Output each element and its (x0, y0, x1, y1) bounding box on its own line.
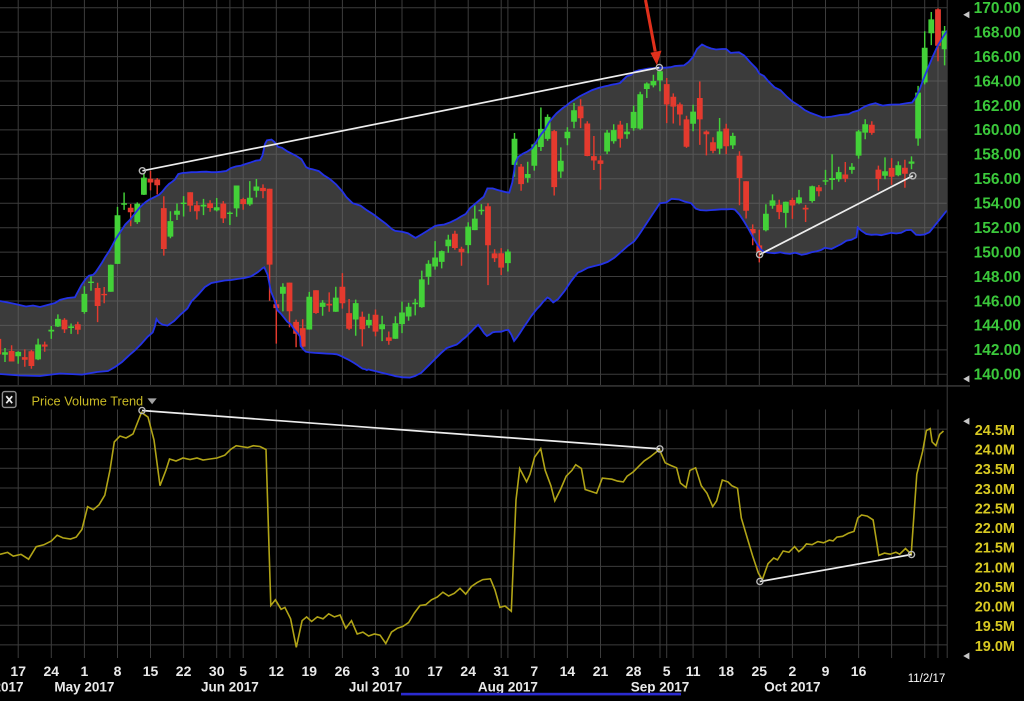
svg-text:Sep 2017: Sep 2017 (631, 680, 690, 695)
svg-text:9: 9 (822, 663, 830, 679)
svg-text:7: 7 (530, 663, 538, 679)
svg-text:162.00: 162.00 (974, 98, 1021, 115)
svg-text:23.5M: 23.5M (975, 462, 1015, 478)
svg-text:Jul 2017: Jul 2017 (349, 680, 402, 695)
svg-text:11/2/17: 11/2/17 (908, 673, 946, 685)
svg-text:156.00: 156.00 (974, 171, 1021, 188)
svg-text:28: 28 (626, 663, 642, 679)
svg-text:26: 26 (335, 663, 351, 679)
svg-text:May 2017: May 2017 (54, 680, 114, 695)
svg-text:17: 17 (10, 663, 26, 679)
svg-text:23.0M: 23.0M (975, 482, 1015, 498)
svg-text:160.00: 160.00 (974, 122, 1021, 139)
svg-text:Jun 2017: Jun 2017 (201, 680, 259, 695)
svg-text:20.0M: 20.0M (975, 600, 1015, 616)
svg-text:168.00: 168.00 (974, 24, 1021, 41)
svg-text:144.00: 144.00 (974, 318, 1021, 335)
svg-text:19.0M: 19.0M (975, 639, 1015, 655)
svg-text:21: 21 (593, 663, 609, 679)
svg-text:5: 5 (663, 663, 671, 679)
svg-text:22: 22 (176, 663, 192, 679)
svg-text:11: 11 (686, 663, 701, 679)
svg-text:12: 12 (269, 663, 285, 679)
svg-text:20.5M: 20.5M (975, 580, 1015, 596)
svg-text:Oct 2017: Oct 2017 (764, 680, 820, 695)
svg-text:164.00: 164.00 (974, 73, 1021, 90)
svg-text:158.00: 158.00 (974, 147, 1021, 164)
svg-text:24.0M: 24.0M (975, 443, 1015, 459)
svg-text:16: 16 (851, 663, 867, 679)
svg-text:22.0M: 22.0M (975, 521, 1015, 537)
svg-text:150.00: 150.00 (974, 244, 1021, 261)
svg-text:18: 18 (718, 663, 734, 679)
svg-text:Apr 2017: Apr 2017 (0, 680, 24, 695)
svg-text:8: 8 (114, 663, 122, 679)
svg-text:14: 14 (560, 663, 576, 679)
svg-text:Aug 2017: Aug 2017 (478, 680, 538, 695)
svg-text:Price Volume Trend: Price Volume Trend (32, 394, 144, 409)
svg-text:22.5M: 22.5M (975, 502, 1015, 518)
svg-text:154.00: 154.00 (974, 196, 1021, 213)
svg-text:15: 15 (143, 663, 159, 679)
svg-text:166.00: 166.00 (974, 49, 1021, 66)
svg-text:142.00: 142.00 (974, 342, 1021, 359)
svg-text:3: 3 (372, 663, 380, 679)
svg-text:1: 1 (81, 663, 89, 679)
svg-text:24: 24 (460, 663, 476, 679)
svg-text:148.00: 148.00 (974, 269, 1021, 286)
svg-text:170.00: 170.00 (974, 0, 1021, 17)
svg-text:152.00: 152.00 (974, 220, 1021, 237)
svg-text:24: 24 (44, 663, 60, 679)
svg-text:10: 10 (394, 663, 410, 679)
svg-text:140.00: 140.00 (974, 367, 1021, 384)
svg-text:2: 2 (789, 663, 797, 679)
svg-text:146.00: 146.00 (974, 293, 1021, 310)
svg-text:25: 25 (752, 663, 768, 679)
svg-text:31: 31 (493, 663, 509, 679)
svg-text:17: 17 (427, 663, 443, 679)
svg-text:21.5M: 21.5M (975, 541, 1015, 557)
svg-text:5: 5 (239, 663, 247, 679)
svg-text:21.0M: 21.0M (975, 560, 1015, 576)
svg-text:24.5M: 24.5M (975, 423, 1015, 439)
svg-text:30: 30 (209, 663, 225, 679)
svg-text:19.5M: 19.5M (975, 619, 1015, 635)
svg-text:19: 19 (302, 663, 318, 679)
